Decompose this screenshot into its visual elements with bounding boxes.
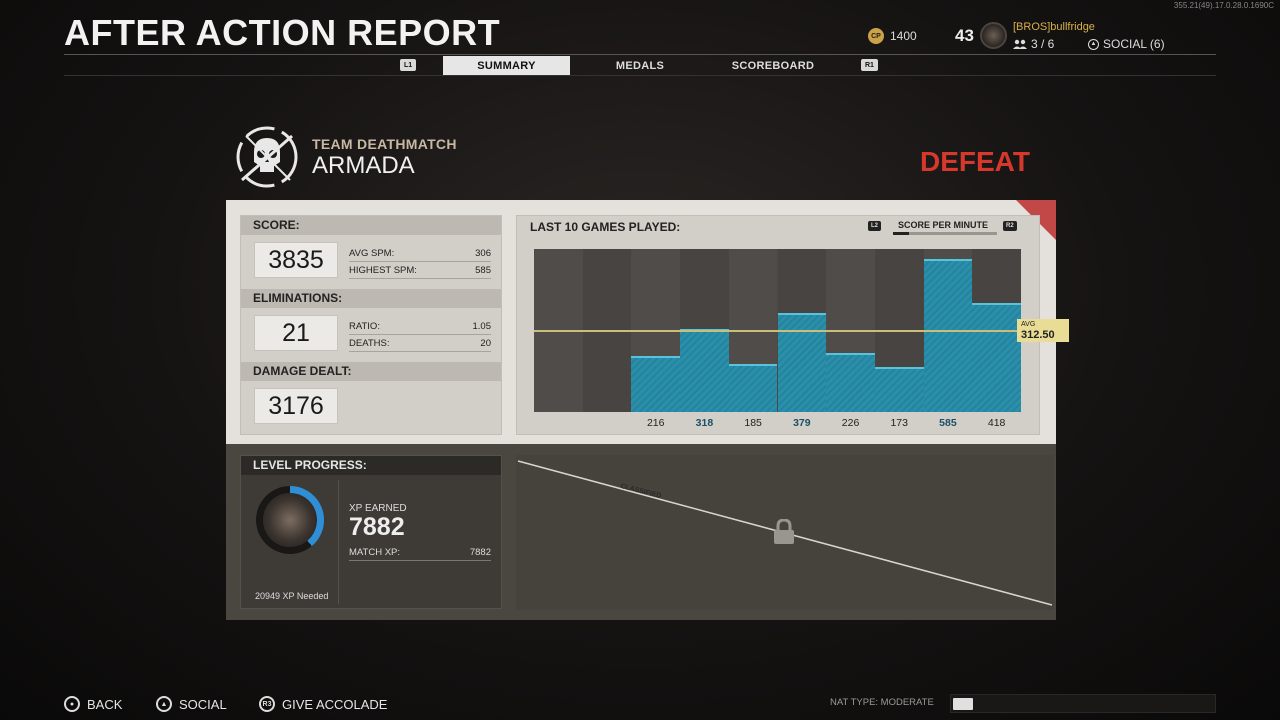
chart-x-label: 226 [841,417,860,429]
party-size: 3 / 6 [1013,37,1054,51]
tab-medals[interactable]: MEDALS [615,59,665,72]
avg-tag-label: AVG [1021,320,1036,328]
avg-spm-row: AVG SPM: 306 [349,248,491,262]
chart-metric-label: SCORE PER MINUTE [898,220,989,230]
footer-social-button[interactable]: ▲ SOCIAL [156,696,227,712]
back-button[interactable]: ● BACK [64,696,122,712]
back-label: BACK [87,696,123,712]
chart-bar [972,303,1021,412]
lock-icon [774,519,794,544]
player-level: 43 [955,26,974,45]
deaths-value: 20 [480,338,491,349]
build-version: 355.21(49).17.0.28.0.1690C [1173,1,1274,10]
player-avatar[interactable] [980,22,1007,49]
chart-title: LAST 10 GAMES PLAYED: [530,220,681,234]
game-mode: TEAM DEATHMATCH [312,136,457,152]
chart-bar [728,363,778,412]
chart-bar [777,313,827,412]
cod-points-amount: 1400 [890,29,917,43]
highest-spm-label: HIGHEST SPM: [349,265,417,276]
chat-input-bar[interactable] [950,694,1216,713]
tab-prev-button[interactable]: L1 [400,59,417,71]
skull-mode-icon [236,126,298,188]
chart-bar [826,353,875,412]
match-result: DEFEAT [920,146,1030,177]
cod-points-icon: CP [868,28,884,44]
page-title: AFTER ACTION REPORT [64,12,501,53]
deaths-row: DEATHS: 20 [349,338,491,352]
avg-tag: AVG 312.50 [1017,318,1069,342]
circle-button-icon: ● [64,696,80,712]
footer-social-label: SOCIAL [179,696,227,712]
tab-summary[interactable]: SUMMARY [443,56,570,75]
give-accolade-button[interactable]: R3 GIVE ACCOLADE [259,696,387,712]
metric-page-indicator [893,232,997,235]
chart-bar [680,329,729,412]
eliminations-header: ELIMINATIONS: [241,289,501,308]
chart-bar [923,259,973,412]
player-name[interactable]: [BROS]bullfridge [1013,21,1095,33]
xp-earned-value: 7882 [349,513,405,541]
chart-x-label: 185 [744,417,762,429]
tab-next-button[interactable]: R1 [861,59,878,71]
triangle-button-icon: ▲ [156,696,172,712]
score-header: SCORE: [241,216,501,235]
damage-value: 3176 [254,388,338,424]
nat-type: NAT TYPE: MODERATE [830,697,934,708]
chart-bar [631,355,681,412]
match-xp-value: 7882 [469,547,491,558]
party-count: 3 / 6 [1031,37,1055,51]
chart-prev-button[interactable]: L2 [868,221,882,231]
level-progress-ring [256,486,324,554]
damage-header: DAMAGE DEALT: [241,362,501,381]
social-label: SOCIAL (6) [1103,37,1165,51]
chart-next-button[interactable]: R2 [1003,221,1017,231]
score-value: 3835 [254,242,338,278]
avg-tag-value: 312.50 [1021,328,1055,341]
match-xp-row: MATCH XP: 7882 [349,547,491,561]
ratio-value: 1.05 [472,321,492,332]
cod-points[interactable]: CP 1400 [868,28,917,44]
chart-x-label: 379 [793,417,811,429]
rank-emblem-icon [263,493,317,547]
social-button[interactable]: ▲ SOCIAL (6) [1088,37,1165,51]
chart-x-label: 173 [890,417,908,429]
match-xp-label: MATCH XP: [349,547,401,558]
triangle-button-icon: ▲ [1088,38,1099,50]
give-accolade-label: GIVE ACCOLADE [282,696,388,712]
level-progress-header: LEVEL PROGRESS: [241,456,501,475]
avg-line [534,329,1021,332]
chart-x-label: 418 [987,417,1006,429]
highest-spm-value: 585 [475,265,491,276]
xp-needed: 20949 XP Needed [255,591,329,601]
ratio-row: RATIO: 1.05 [349,321,491,335]
chart-x-label: 216 [646,417,665,429]
avg-spm-label: AVG SPM: [349,248,395,259]
chart-bar [874,366,924,412]
map-name: ARMADA [312,152,415,179]
ratio-label: RATIO: [349,321,380,332]
chart-x-label: 318 [695,417,714,429]
chart-x-label: 585 [939,417,957,429]
xp-earned-label: XP EARNED [349,503,407,514]
header-divider [64,54,1216,55]
tab-scoreboard[interactable]: SCOREBOARD [731,59,815,72]
eliminations-value: 21 [254,315,338,351]
r3-button-icon: R3 [259,696,275,712]
tabs-divider [64,75,1216,76]
chat-icon [953,698,973,710]
party-icon [1013,39,1027,49]
avg-spm-value: 306 [475,248,491,259]
level-divider [338,480,339,604]
deaths-label: DEATHS: [349,338,390,349]
highest-spm-row: HIGHEST SPM: 585 [349,265,491,279]
